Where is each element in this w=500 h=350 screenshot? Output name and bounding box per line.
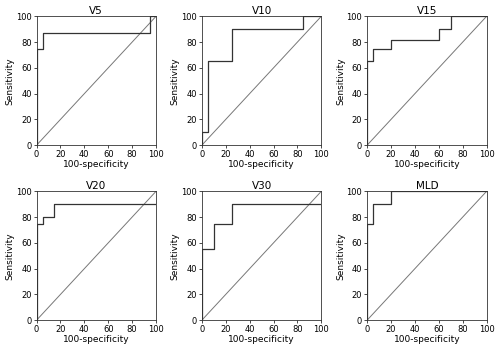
Y-axis label: Sensitivity: Sensitivity bbox=[171, 232, 180, 280]
Title: V10: V10 bbox=[252, 6, 272, 15]
X-axis label: 100-specificity: 100-specificity bbox=[63, 335, 130, 344]
X-axis label: 100-specificity: 100-specificity bbox=[394, 160, 460, 169]
Title: V30: V30 bbox=[252, 181, 272, 190]
X-axis label: 100-specificity: 100-specificity bbox=[394, 335, 460, 344]
X-axis label: 100-specificity: 100-specificity bbox=[228, 160, 295, 169]
Y-axis label: Sensitivity: Sensitivity bbox=[336, 232, 345, 280]
Title: V15: V15 bbox=[416, 6, 437, 15]
X-axis label: 100-specificity: 100-specificity bbox=[228, 335, 295, 344]
Title: MLD: MLD bbox=[416, 181, 438, 190]
X-axis label: 100-specificity: 100-specificity bbox=[63, 160, 130, 169]
Y-axis label: Sensitivity: Sensitivity bbox=[336, 57, 345, 105]
Y-axis label: Sensitivity: Sensitivity bbox=[6, 57, 15, 105]
Title: V20: V20 bbox=[86, 181, 106, 190]
Y-axis label: Sensitivity: Sensitivity bbox=[171, 57, 180, 105]
Y-axis label: Sensitivity: Sensitivity bbox=[6, 232, 15, 280]
Title: V5: V5 bbox=[90, 6, 103, 15]
